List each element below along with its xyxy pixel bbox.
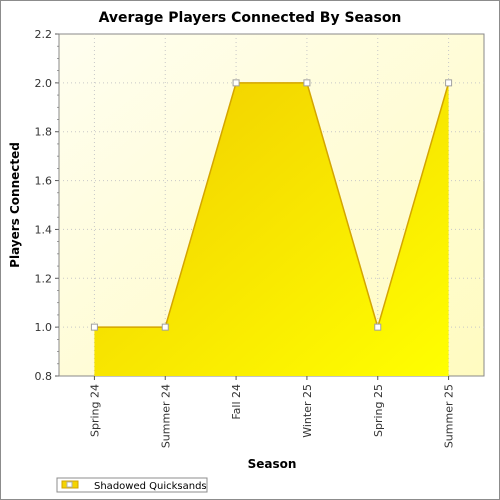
series-layer (90, 79, 453, 376)
y-tick-label: 1.4 (35, 223, 53, 236)
x-tick-label: Summer 25 (443, 384, 456, 448)
data-point (90, 323, 98, 331)
data-point (232, 79, 240, 87)
x-tick-label: Winter 25 (301, 384, 314, 438)
y-tick-label: 1.6 (35, 175, 53, 188)
data-point (303, 79, 311, 87)
x-tick-label: Spring 24 (88, 384, 101, 437)
x-tick-label: Spring 25 (372, 384, 385, 437)
y-tick-label: 0.8 (35, 370, 53, 383)
x-tick-label: Fall 24 (230, 384, 243, 420)
y-tick-label: 1.0 (35, 321, 53, 334)
y-tick-label: 1.2 (35, 272, 53, 285)
y-tick-label: 2.2 (35, 28, 53, 41)
x-tick-label: Summer 24 (159, 384, 172, 448)
y-tick-label: 2.0 (35, 77, 53, 90)
series-area (94, 82, 449, 376)
chart-title: Average Players Connected By Season (99, 10, 402, 26)
series-line (94, 82, 450, 330)
legend-marker (66, 481, 73, 488)
y-tick-label: 1.8 (35, 126, 53, 139)
legend: Shadowed Quicksands (56, 477, 208, 493)
data-point (445, 79, 453, 87)
axes: 0.8 1.0 1.2 1.4 1.6 1.8 2.0 2.2 Spring 24 Summer … (35, 28, 456, 448)
x-axis-title: Season (248, 457, 297, 471)
y-axis-title: Players Connected (8, 142, 22, 268)
data-point (161, 323, 169, 331)
legend-label: Shadowed Quicksands (94, 481, 207, 492)
legend-box (56, 477, 208, 493)
data-point (374, 323, 382, 331)
